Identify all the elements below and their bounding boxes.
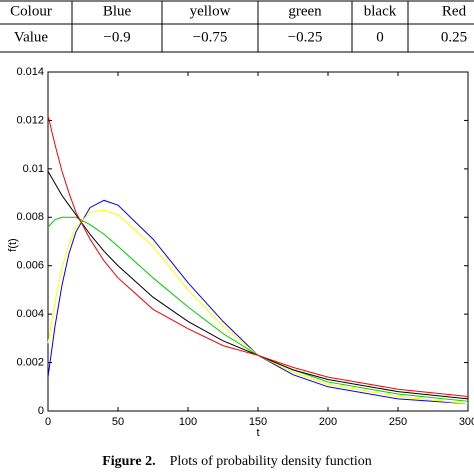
caption: Figure 2. Plots of probability density fu…: [102, 454, 372, 469]
y-tick-label: 0.006: [16, 260, 44, 272]
x-tick-label: 150: [249, 416, 267, 428]
table-cell: Value: [14, 29, 48, 45]
caption-label: Figure 2.: [102, 454, 155, 469]
table-header-cell: Red: [442, 3, 467, 19]
series-line: [47, 216, 469, 402]
table-header-cell: black: [364, 3, 397, 19]
y-tick-label: 0.012: [16, 114, 44, 126]
x-tick-label: 0: [45, 416, 51, 428]
y-tick-label: 0.004: [16, 308, 44, 320]
axes-box: [47, 71, 469, 412]
y-tick-label: 0.014: [16, 66, 44, 78]
table-header-cell: Blue: [103, 3, 132, 19]
table-header-cell: yellow: [190, 3, 231, 19]
series-line: [47, 171, 469, 400]
x-tick-label: 50: [112, 416, 124, 428]
table-cell: −0.9: [103, 29, 130, 45]
table-cell: 0: [376, 29, 384, 45]
y-tick-label: 0.01: [23, 163, 44, 175]
table: Colour Blue yellow green black Red Value −0.9 −0…: [0, 0, 474, 53]
table-header-cell: green: [288, 3, 322, 19]
table-cell: −0.25: [288, 29, 323, 45]
series-line: [47, 199, 469, 405]
x-tick-label: 200: [319, 416, 337, 428]
caption-text: Plots of probability density function: [170, 454, 372, 469]
table-cell: −0.75: [193, 29, 228, 45]
y-tick-label: 0: [38, 405, 44, 417]
x-tick-label: 250: [389, 416, 407, 428]
x-axis-label: t: [256, 427, 259, 439]
x-tick-label: 300: [459, 416, 474, 428]
y-tick-label: 0.008: [16, 211, 44, 223]
series-line: [47, 209, 469, 405]
x-tick-label: 100: [179, 416, 197, 428]
plot: t f(t) 0 0.002 0.004 0.006 0.008 0.01 0.012 0.0…: [7, 66, 474, 439]
y-tick-label: 0.002: [16, 356, 44, 368]
series-line: [47, 115, 469, 397]
y-axis-label: f(t): [7, 238, 19, 251]
table-header-cell: Colour: [10, 3, 52, 19]
table-cell: 0.25: [441, 29, 467, 45]
